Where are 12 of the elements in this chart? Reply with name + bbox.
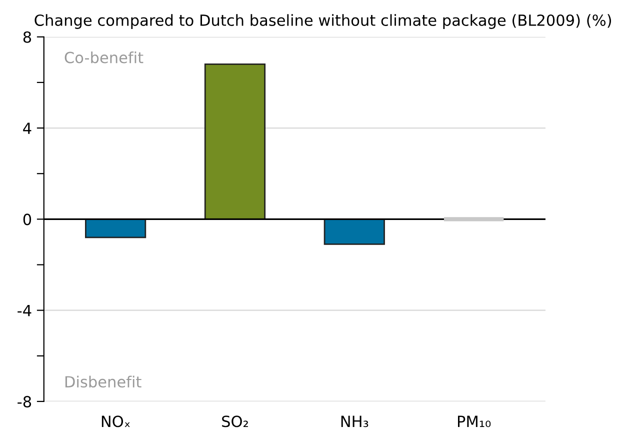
y-tick-label: -8 (18, 396, 32, 408)
x-tick-label: PM₁₀ (458, 416, 491, 428)
x-tick-label: SO₂ (222, 416, 248, 428)
annotation: Disbenefit (65, 376, 142, 388)
y-tick-label: 0 (23, 214, 32, 226)
y-tick-label: 8 (23, 31, 32, 43)
annotation: Co-benefit (64, 51, 144, 64)
chart-title: Change compared to Dutch baseline without climate package (BL2009) (%) (34, 14, 612, 29)
x-tick-label: NH₃ (341, 416, 368, 428)
y-tick-label: -4 (18, 304, 32, 316)
x-tick-label: NOₓ (102, 416, 130, 428)
y-tick-label: 4 (23, 122, 32, 134)
